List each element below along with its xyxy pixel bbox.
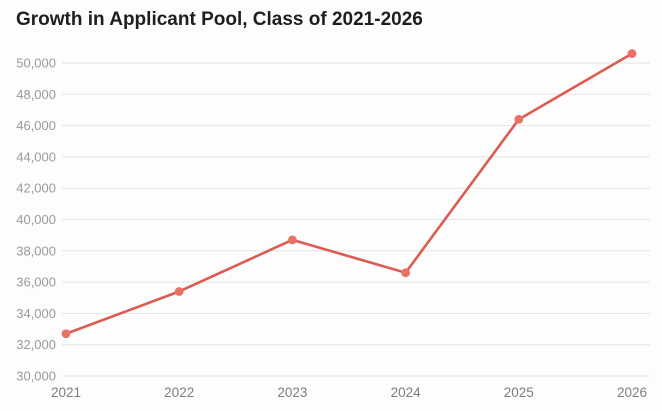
chart-title: Growth in Applicant Pool, Class of 2021-… — [16, 9, 423, 30]
y-axis-tick-label: 34,000 — [16, 306, 56, 321]
y-axis-tick-label: 46,000 — [16, 118, 56, 133]
data-point — [627, 49, 637, 59]
data-point — [61, 329, 71, 339]
series-line — [64, 52, 634, 336]
data-point — [288, 235, 297, 245]
y-axis-tick-label: 50,000 — [16, 56, 56, 71]
x-axis-tick-label: 2026 — [617, 385, 647, 400]
x-axis-tick-label: 2023 — [277, 385, 307, 400]
x-axis-tick-label: 2025 — [504, 385, 534, 400]
y-axis-tick-label: 42,000 — [16, 181, 56, 196]
y-axis-tick-label: 44,000 — [16, 149, 56, 164]
x-axis-tick-label: 2021 — [51, 385, 81, 400]
y-axis-tick-label: 36,000 — [16, 275, 56, 290]
y-axis-tick-label: 40,000 — [16, 212, 56, 227]
y-axis-tick-label: 32,000 — [16, 337, 56, 352]
y-axis-tick-label: 30,000 — [16, 369, 56, 384]
x-axis-tick-label: 2024 — [391, 385, 422, 400]
data-point — [401, 268, 410, 278]
y-axis-tick-label: 38,000 — [16, 243, 56, 258]
data-point — [174, 287, 184, 296]
x-axis-tick-label: 2022 — [164, 385, 194, 400]
data-point — [514, 114, 524, 124]
y-axis-tick-label: 48,000 — [16, 87, 56, 102]
